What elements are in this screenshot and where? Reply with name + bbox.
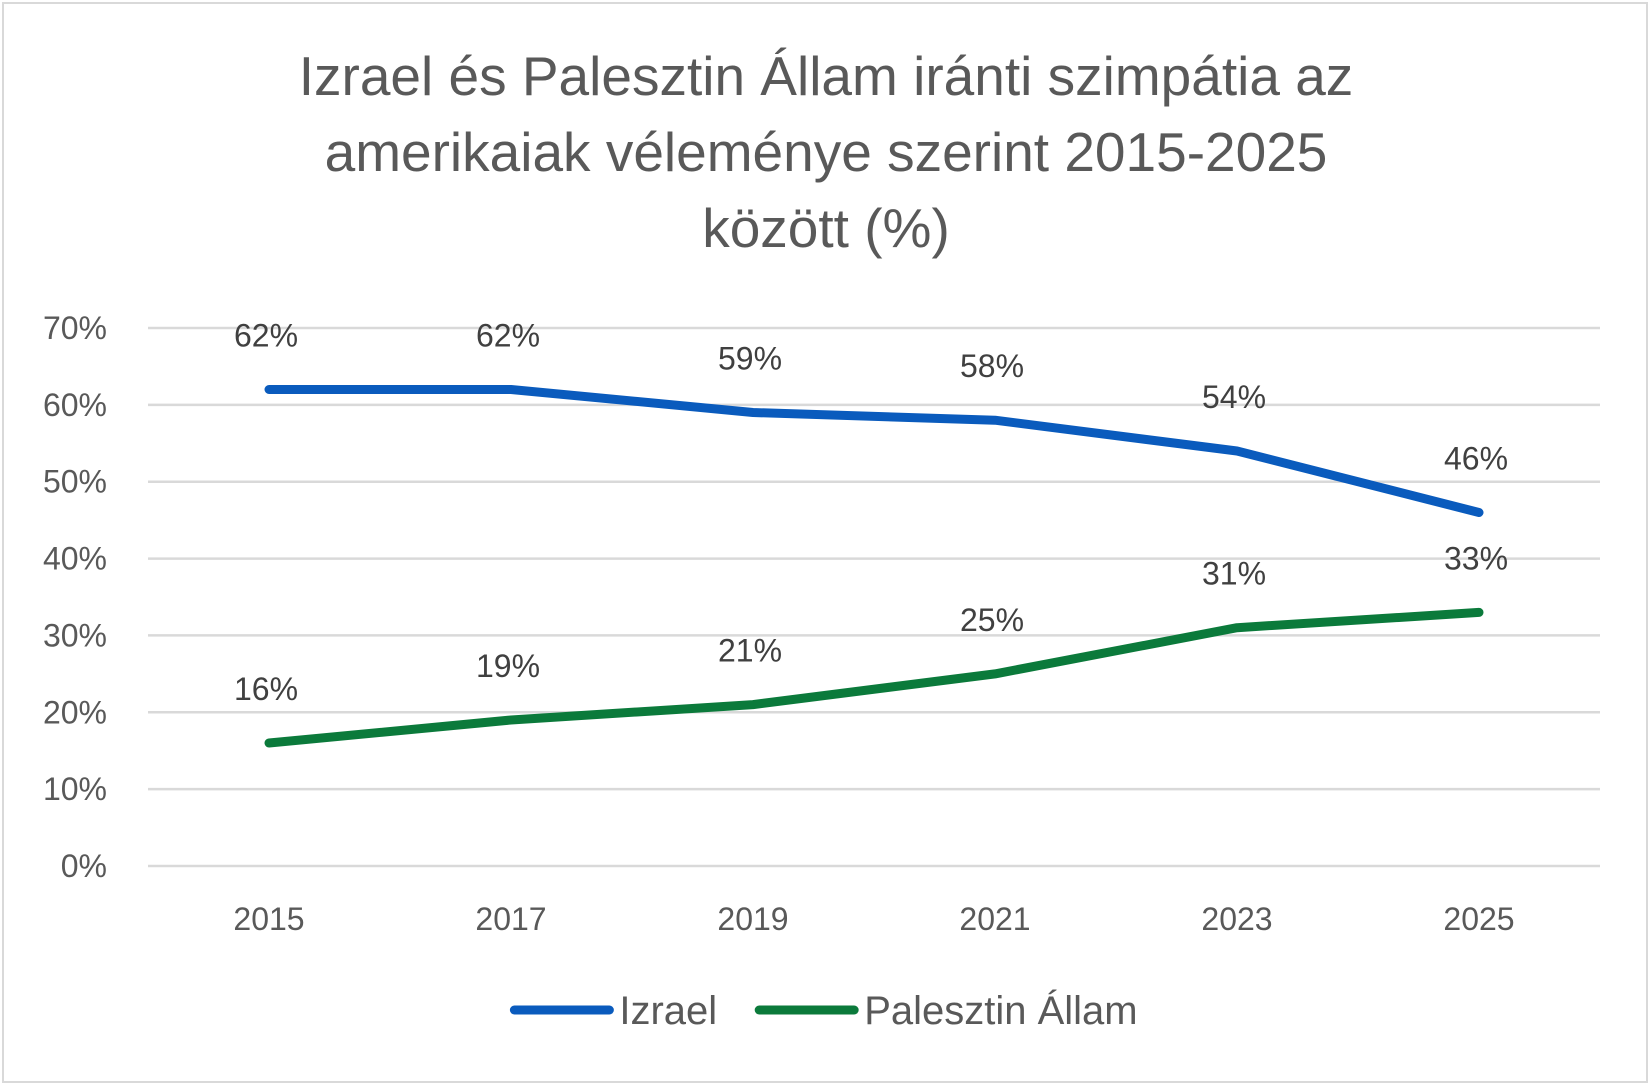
x-tick-label: 2017: [475, 901, 546, 937]
chart-title: Izrael és Palesztin Állam iránti szimpát…: [0, 38, 1652, 266]
data-label: 59%: [718, 341, 782, 377]
chart-title-line-2: amerikaiak véleménye szerint 2015-2025: [324, 121, 1328, 183]
y-tick-label: 60%: [43, 387, 107, 423]
data-label: 33%: [1444, 540, 1508, 576]
gridlines: [148, 326, 1600, 868]
data-label: 19%: [476, 648, 540, 684]
x-tick-label: 2021: [959, 901, 1030, 937]
y-tick-label: 20%: [43, 694, 107, 730]
y-tick-label: 10%: [43, 771, 107, 807]
y-tick-label: 70%: [43, 310, 107, 346]
data-label: 58%: [960, 348, 1024, 384]
data-label: 54%: [1202, 379, 1266, 415]
y-tick-label: 40%: [43, 541, 107, 577]
y-axis: 0% 10% 20% 30% 40% 50% 60% 70%: [43, 310, 107, 884]
x-tick-label: 2019: [717, 901, 788, 937]
chart-title-line-3: között (%): [702, 197, 950, 259]
y-tick-label: 50%: [43, 464, 107, 500]
legend-label-2: Palesztin Állam: [864, 988, 1137, 1033]
data-label: 16%: [234, 671, 298, 707]
data-label: 46%: [1444, 440, 1508, 476]
y-tick-label: 0%: [61, 848, 107, 884]
series-layer: [264, 385, 1484, 748]
data-label: 31%: [1202, 556, 1266, 592]
legend-label-1: Izrael: [619, 989, 717, 1033]
data-label: 62%: [234, 317, 298, 353]
chart-title-line-1: Izrael és Palesztin Állam iránti szimpát…: [298, 45, 1354, 107]
data-label: 62%: [476, 317, 540, 353]
y-tick-label: 30%: [43, 617, 107, 653]
x-tick-label: 2015: [233, 901, 304, 937]
data-label: 21%: [718, 633, 782, 669]
data-label: 25%: [960, 602, 1024, 638]
data-labels: 62% 62% 59% 58% 54% 46% 16% 19% 21% 25% 31% 33%: [234, 317, 1508, 707]
legend: Izrael Palesztin Állam: [509, 988, 1138, 1033]
x-tick-label: 2023: [1201, 901, 1272, 937]
x-axis: 2015 2017 2019 2021 2023 2025: [233, 901, 1514, 937]
series-line-1: [264, 385, 1484, 517]
x-tick-label: 2025: [1443, 901, 1514, 937]
series-line-2: [264, 607, 1484, 748]
